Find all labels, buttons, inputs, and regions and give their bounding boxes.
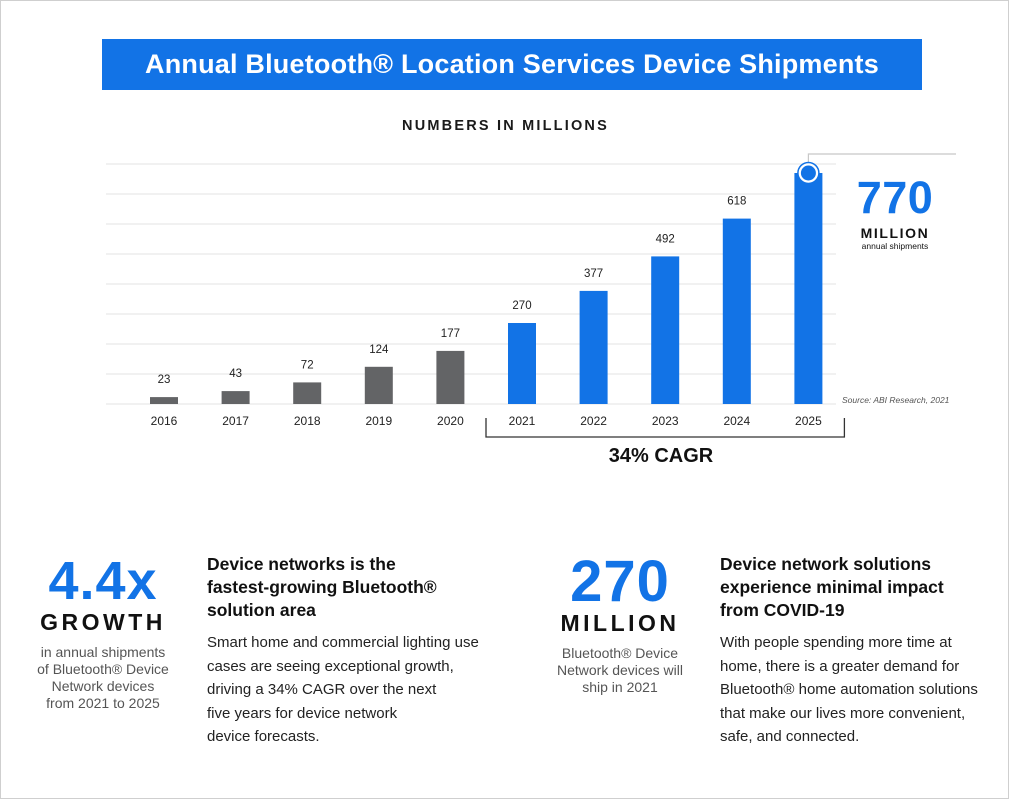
- tick-label-2019: 2019: [365, 414, 392, 428]
- data-label-2018: 72: [301, 359, 314, 371]
- body-line: Smart home and commercial lighting use: [207, 634, 479, 651]
- body-line: driving a 34% CAGR over the next: [207, 681, 437, 698]
- stat-number-shipments: 270: [570, 549, 670, 614]
- stat-desc-shipments: Bluetooth® Device Network devices will s…: [545, 645, 695, 696]
- tick-label-2024: 2024: [723, 414, 750, 428]
- stat-unit-shipments: MILLION: [560, 610, 680, 636]
- chart-title: NUMBERS IN MILLIONS: [402, 118, 609, 134]
- callout-number: 770: [856, 172, 934, 223]
- bar-2021: [508, 323, 536, 404]
- heading-line: Device network solutions: [720, 554, 932, 574]
- stat-desc-line: Network devices will: [556, 662, 684, 678]
- data-label-2020: 177: [441, 328, 460, 340]
- stat-desc-line: from 2021 to 2025: [46, 695, 160, 711]
- stat-desc-line: ship in 2021: [582, 679, 658, 695]
- body-line: device forecasts.: [207, 728, 320, 745]
- bar-2025: [794, 173, 823, 404]
- cagr-bracket: [485, 418, 846, 438]
- data-label-2023: 492: [656, 233, 675, 245]
- callout-unit: MILLION: [860, 225, 930, 241]
- bar-2020: [436, 350, 465, 404]
- bar-2016: [150, 397, 178, 404]
- callout-leader-line: [807, 153, 956, 171]
- stat-desc-growth: in annual shipments of Bluetooth® Device…: [28, 644, 178, 712]
- bar-2018: [293, 382, 322, 404]
- stat-unit-growth: GROWTH: [40, 609, 166, 635]
- data-label-2017: 43: [229, 368, 242, 380]
- block-heading-device-networks: Device networks is the fastest-growing B…: [207, 553, 497, 622]
- heading-line: solution area: [207, 600, 316, 620]
- data-label-2022: 377: [584, 268, 603, 280]
- body-line: five years for device network: [207, 704, 398, 722]
- tick-label-2025: 2025: [795, 414, 822, 428]
- tick-label-2022: 2022: [580, 414, 607, 428]
- stat-desc-line: of Bluetooth® Device: [37, 661, 169, 677]
- tick-label-2017: 2017: [222, 414, 249, 428]
- stat-desc-line: in annual shipments: [40, 644, 166, 660]
- body-line: safe, and connected.: [720, 728, 860, 745]
- tick-label-2023: 2023: [652, 414, 679, 428]
- stat-number-growth: 4.4x: [48, 551, 158, 611]
- page-title: Annual Bluetooth® Location Services Devi…: [145, 49, 879, 79]
- bar-2022: [579, 290, 608, 404]
- heading-line: Device networks is the: [207, 554, 396, 574]
- title-banner: Annual Bluetooth® Location Services Devi…: [102, 39, 922, 90]
- cagr-label: 34% CAGR: [608, 445, 714, 467]
- bar-2024: [722, 218, 751, 404]
- tick-label-2020: 2020: [437, 414, 464, 428]
- tick-label-2018: 2018: [294, 414, 321, 428]
- heading-line: experience minimal impact: [720, 577, 944, 597]
- chart-source: Source: ABI Research, 2021: [842, 395, 950, 405]
- block-body-device-networks: Smart home and commercial lighting use c…: [207, 631, 517, 749]
- data-label-2019: 124: [369, 344, 389, 356]
- body-line: home, there is a greater demand for: [720, 657, 960, 675]
- data-label-2024: 618: [727, 196, 746, 208]
- stat-desc-line: Bluetooth® Device: [561, 645, 679, 661]
- body-line: cases are seeing exceptional growth,: [207, 657, 454, 675]
- heading-line: fastest-growing Bluetooth®: [207, 577, 437, 597]
- block-heading-covid: Device network solutions experience mini…: [720, 553, 1000, 622]
- body-line: With people spending more time at: [720, 634, 952, 651]
- callout-caption: annual shipments: [861, 241, 929, 251]
- body-line: Bluetooth® home automation solutions: [720, 681, 978, 698]
- tick-label-2021: 2021: [509, 414, 536, 428]
- bar-2023: [651, 256, 680, 404]
- heading-line: from COVID-19: [720, 600, 845, 620]
- bar-2019: [364, 366, 393, 404]
- callout-dot: [797, 162, 819, 184]
- tick-label-2016: 2016: [151, 414, 178, 428]
- data-label-2021: 270: [512, 300, 531, 312]
- data-label-2016: 23: [158, 374, 171, 386]
- body-line: that make our lives more convenient,: [720, 704, 966, 722]
- bar-2017: [221, 391, 250, 404]
- callout-dot-ring: [797, 161, 820, 185]
- stat-desc-line: Network devices: [51, 678, 155, 694]
- block-body-covid: With people spending more time at home, …: [720, 631, 1005, 749]
